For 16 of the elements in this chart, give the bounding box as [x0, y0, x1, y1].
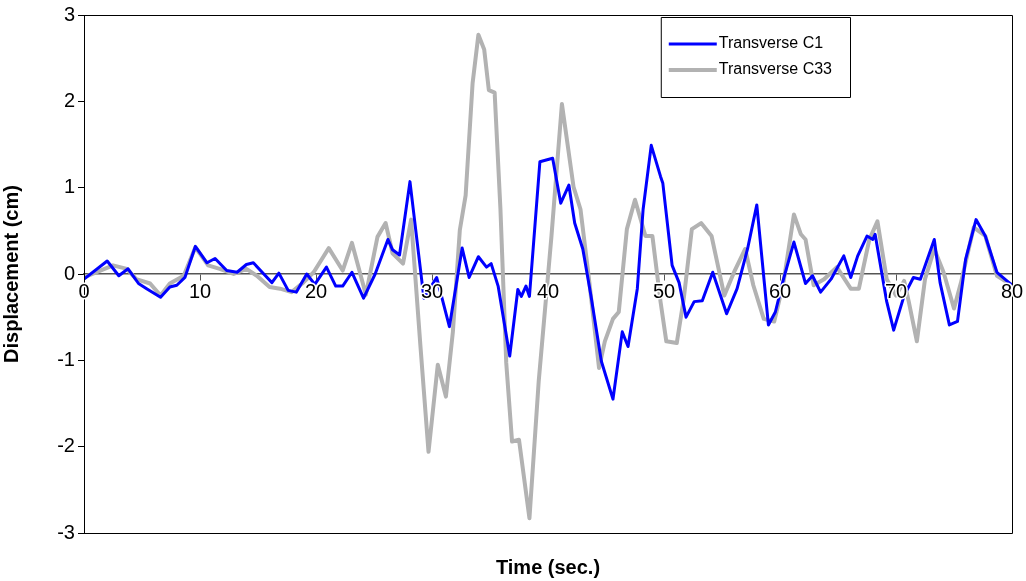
x-tick-label: 40: [536, 279, 560, 302]
x-axis-title: Time (sec.): [495, 555, 601, 578]
y-tick-label: -1: [57, 347, 75, 370]
y-tick-label: -3: [57, 520, 75, 543]
y-tick-label: 2: [63, 88, 75, 111]
x-tick-label: 70: [884, 279, 908, 302]
legend-label: Transverse C1: [718, 34, 824, 52]
y-tick-label: 0: [63, 261, 75, 284]
x-tick-label: 10: [188, 279, 212, 302]
x-tick-label: 20: [304, 279, 328, 302]
legend-label: Transverse C33: [718, 60, 833, 78]
y-tick-label: 1: [63, 175, 75, 198]
x-tick-label: 50: [652, 279, 676, 302]
y-axis-title: Displacement (cm): [0, 185, 22, 363]
y-tick-label: 3: [63, 2, 75, 25]
y-tick-label: -2: [57, 434, 75, 457]
